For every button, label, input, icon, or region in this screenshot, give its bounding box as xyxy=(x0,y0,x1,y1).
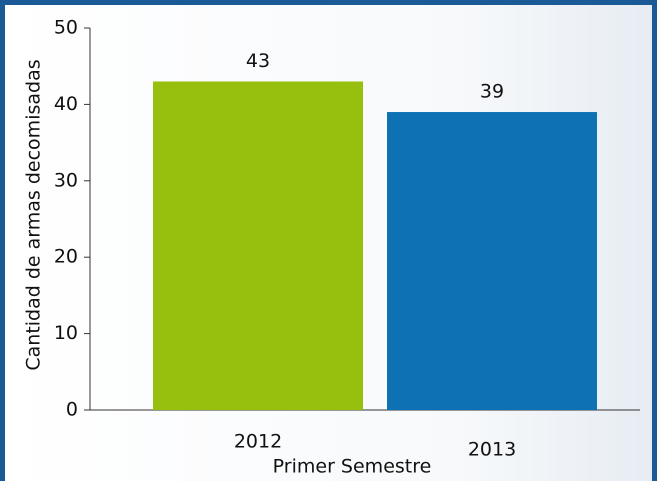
x-axis-title: Primer Semestre xyxy=(273,456,432,478)
y-tick-label: 10 xyxy=(54,322,78,344)
bar xyxy=(153,81,363,410)
y-tick-label: 0 xyxy=(66,399,78,421)
y-tick-label: 20 xyxy=(54,246,78,268)
y-axis-title: Cantidad de armas decomisadas xyxy=(23,59,45,370)
x-tick-label: 2012 xyxy=(234,431,282,453)
bar xyxy=(387,112,597,410)
y-tick-label: 30 xyxy=(54,169,78,191)
y-tick-label: 40 xyxy=(54,93,78,115)
x-tick-label: 2013 xyxy=(468,439,516,461)
value-label: 39 xyxy=(480,81,504,103)
y-tick-label: 50 xyxy=(54,17,78,39)
value-label: 43 xyxy=(246,50,270,72)
